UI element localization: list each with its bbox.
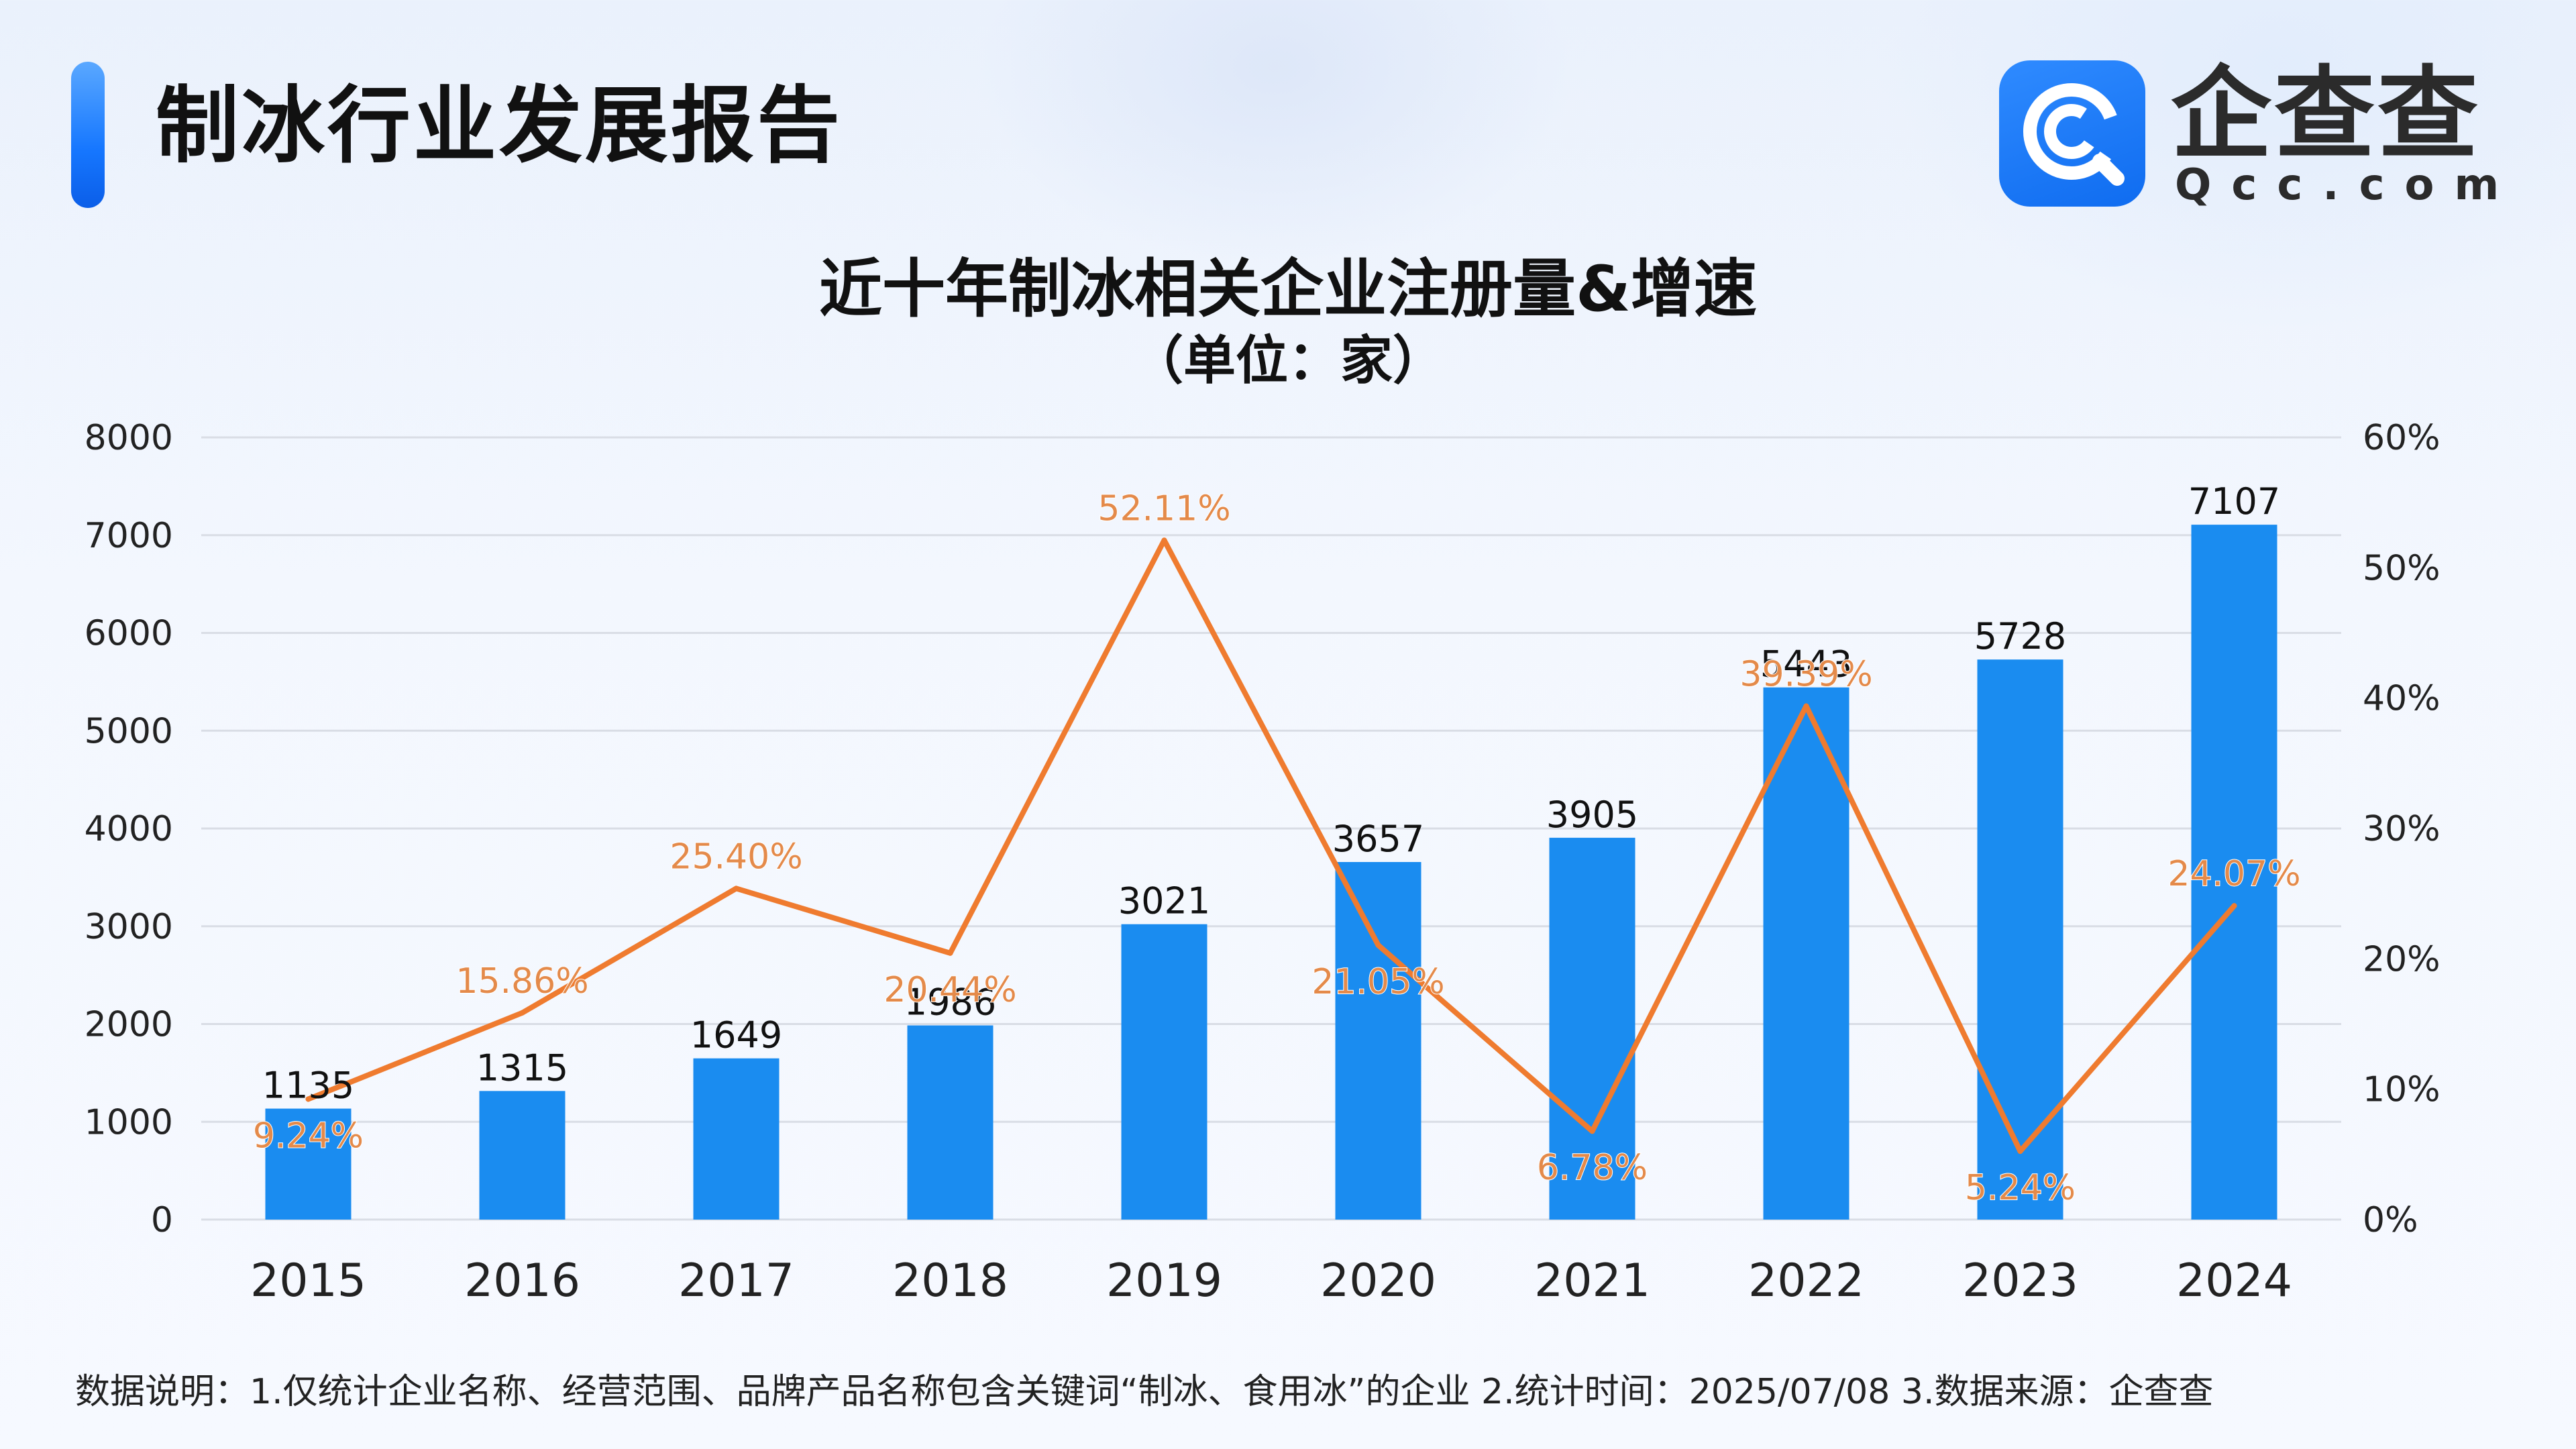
- bar-value-label: 1315: [476, 1046, 568, 1089]
- growth-point: [2231, 903, 2237, 909]
- growth-point: [733, 885, 739, 892]
- x-tick-label: 2015: [250, 1254, 366, 1307]
- bar-value-label: 1986: [904, 981, 996, 1024]
- growth-line: [305, 537, 2237, 1155]
- x-tick-label: 2021: [1534, 1254, 1650, 1307]
- x-tick-label: 2019: [1106, 1254, 1222, 1307]
- y-left-tick-label: 7000: [85, 516, 173, 556]
- y-left-tick-label: 0: [151, 1200, 173, 1240]
- bar-value-label: 5443: [1760, 643, 1852, 686]
- growth-rate-label: 5.24%: [1965, 1168, 2076, 1208]
- y-right-tick-label: 10%: [2363, 1070, 2440, 1110]
- bar: [1549, 837, 1635, 1220]
- y-right-tick-label: 30%: [2363, 809, 2440, 849]
- bar-value-label: 3021: [1118, 880, 1210, 922]
- x-tick-label: 2020: [1320, 1254, 1436, 1307]
- y-left-tick-label: 1000: [85, 1102, 173, 1142]
- bar: [265, 1108, 352, 1220]
- growth-rate-label: 9.24%: [253, 1116, 364, 1156]
- logo-domain: Qcc.com: [2175, 160, 2520, 210]
- bar: [1763, 687, 1849, 1220]
- title-accent-bar: [71, 62, 105, 208]
- qcc-logo-mark: [2023, 83, 2125, 186]
- growth-point: [1589, 1128, 1595, 1134]
- growth-point: [1161, 537, 1167, 543]
- growth-point: [2017, 1148, 2023, 1155]
- y-left-tick-label: 6000: [85, 614, 173, 654]
- growth-point: [947, 950, 953, 956]
- growth-point: [1375, 942, 1381, 948]
- bar: [693, 1058, 780, 1220]
- y-left-tick-label: 3000: [85, 907, 173, 947]
- chart-subtitle: （单位：家）: [1130, 331, 1445, 391]
- growth-point: [519, 1010, 525, 1016]
- bar: [907, 1025, 994, 1220]
- report-title: 制冰行业发展报告: [156, 78, 843, 174]
- bar: [479, 1091, 566, 1220]
- bar-value-label: 3905: [1546, 794, 1638, 836]
- y-left-tick-label: 8000: [85, 418, 173, 458]
- qcc-logo-icon: [1999, 60, 2145, 207]
- bar-value-label: 3657: [1332, 818, 1424, 860]
- footnote: 数据说明：1.仅统计企业名称、经营范围、品牌产品名称包含关键词“制冰、食用冰”的…: [75, 1372, 2214, 1412]
- growth-rate-label: 39.39%: [1739, 655, 1872, 695]
- y-left-tick-label: 5000: [85, 711, 173, 751]
- logo-wordmark: 企查查: [2171, 56, 2481, 173]
- bar: [1121, 924, 1208, 1220]
- growth-point: [305, 1096, 311, 1102]
- bar: [1977, 659, 2063, 1220]
- x-tick-label: 2017: [678, 1254, 794, 1307]
- x-tick-label: 2024: [2176, 1254, 2292, 1307]
- x-tick-label: 2022: [1748, 1254, 1864, 1307]
- growth-rate-label: 21.05%: [1311, 962, 1444, 1002]
- growth-rate-label: 25.40%: [669, 837, 802, 877]
- growth-rate-label: 15.86%: [455, 961, 588, 1002]
- x-tick-label: 2018: [892, 1254, 1008, 1307]
- y-right-tick-label: 40%: [2363, 679, 2440, 719]
- bar-value-label: 7107: [2188, 480, 2280, 523]
- bar: [1335, 861, 1421, 1220]
- growth-rate-label: 52.11%: [1097, 488, 1230, 529]
- y-right-tick-label: 60%: [2363, 418, 2440, 458]
- y-left-tick-label: 4000: [85, 809, 173, 849]
- y-left-tick-label: 2000: [85, 1005, 173, 1045]
- x-tick-label: 2023: [1962, 1254, 2078, 1307]
- bar-value-label: 5728: [1974, 615, 2066, 657]
- bar: [2191, 525, 2277, 1220]
- growth-point: [1803, 703, 1809, 709]
- growth-rate-label: 24.07%: [2167, 854, 2300, 894]
- x-tick-label: 2016: [464, 1254, 580, 1307]
- growth-rate-label: 6.78%: [1537, 1148, 1648, 1188]
- y-right-tick-label: 0%: [2363, 1200, 2418, 1240]
- chart-title: 近十年制冰相关企业注册量&增速: [819, 253, 1757, 326]
- y-right-tick-label: 50%: [2363, 548, 2440, 588]
- growth-rate-label: 20.44%: [883, 970, 1016, 1010]
- y-right-tick-label: 20%: [2363, 939, 2440, 979]
- bar-value-label: 1135: [262, 1065, 354, 1107]
- bar-value-label: 1649: [690, 1014, 782, 1057]
